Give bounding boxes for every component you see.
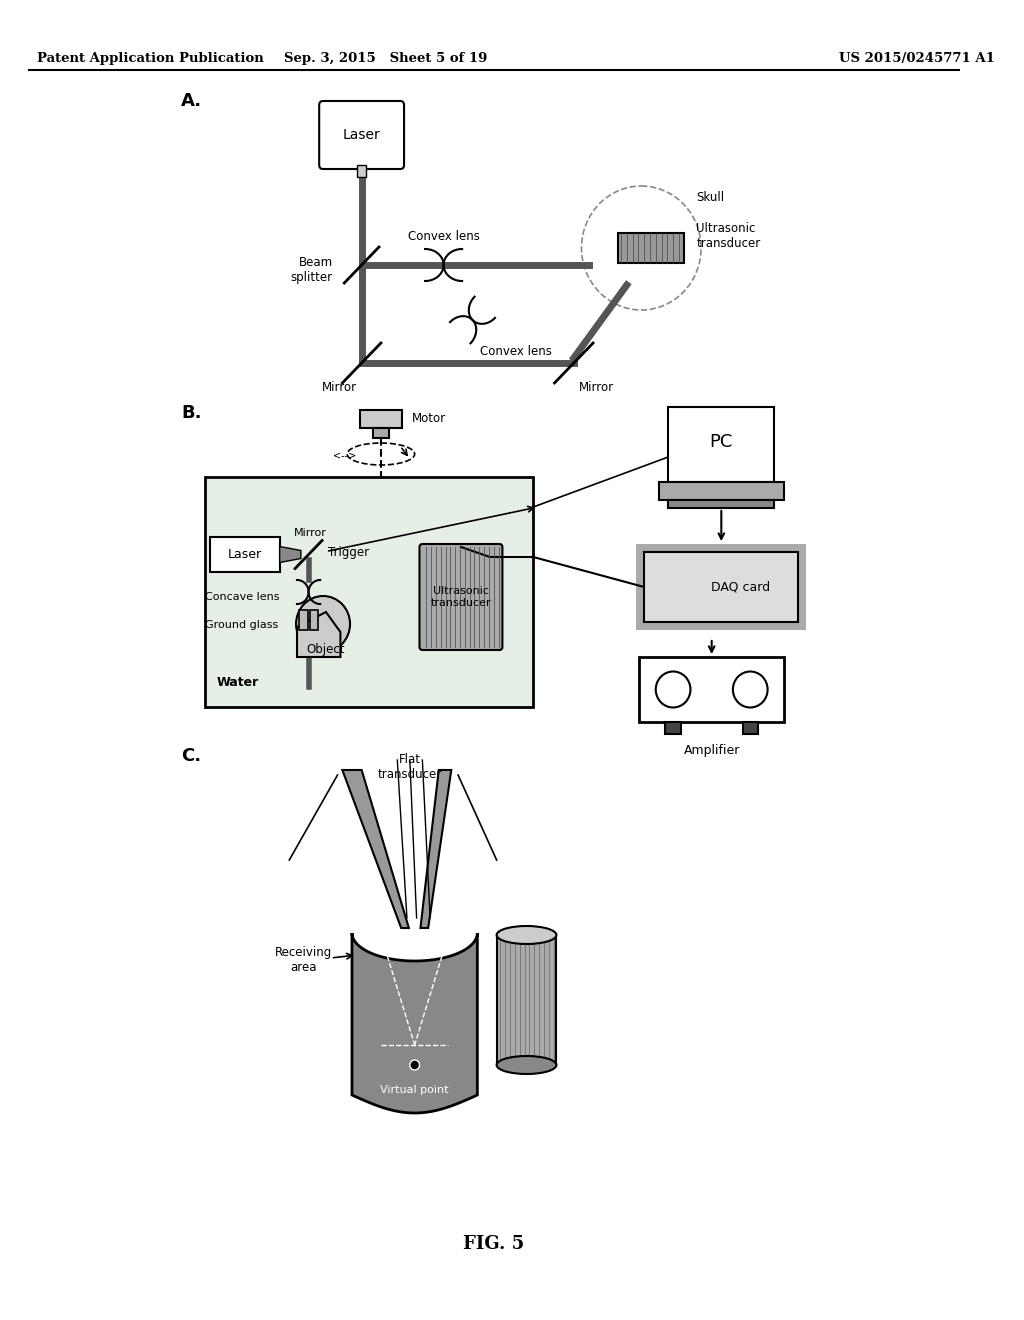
Text: Laser: Laser [343, 128, 381, 143]
Text: Mirror: Mirror [579, 381, 613, 393]
Text: Amplifier: Amplifier [683, 744, 740, 756]
Ellipse shape [497, 927, 556, 944]
Polygon shape [280, 546, 301, 562]
Bar [359, 411, 402, 428]
Bar [497, 935, 556, 1065]
Bar [373, 428, 389, 438]
Text: Concave lens: Concave lens [206, 591, 280, 602]
Bar [644, 552, 799, 622]
Text: A.: A. [181, 92, 203, 110]
Text: Water: Water [217, 676, 259, 689]
Text: Motor: Motor [412, 412, 445, 425]
Circle shape [733, 672, 768, 708]
Polygon shape [421, 770, 452, 928]
Bar [206, 477, 534, 708]
Text: Laser: Laser [228, 548, 262, 561]
Circle shape [655, 672, 690, 708]
Bar [669, 407, 774, 482]
Text: DAQ card: DAQ card [711, 581, 770, 594]
Polygon shape [352, 933, 477, 1113]
Bar [618, 234, 684, 263]
Bar [637, 544, 806, 630]
Text: Ground glass: Ground glass [206, 620, 279, 630]
Text: Skull: Skull [696, 191, 724, 205]
Bar [658, 482, 784, 500]
FancyBboxPatch shape [420, 544, 503, 649]
Text: Receiving
area: Receiving area [275, 946, 333, 974]
Text: B.: B. [181, 404, 202, 422]
Text: US 2015/0245771 A1: US 2015/0245771 A1 [839, 51, 995, 65]
Polygon shape [297, 612, 340, 657]
Text: Trigger: Trigger [328, 546, 369, 558]
Text: Flat
transducer: Flat transducer [378, 752, 442, 781]
Text: C.: C. [181, 747, 202, 766]
FancyBboxPatch shape [319, 102, 404, 169]
Text: Mirror: Mirror [322, 381, 356, 393]
Bar [666, 722, 681, 734]
Text: Virtual point: Virtual point [380, 1085, 449, 1096]
Text: Convex lens: Convex lens [480, 345, 552, 358]
Bar [299, 610, 307, 630]
Bar [669, 500, 774, 508]
Text: Mirror: Mirror [294, 528, 327, 539]
Text: Sep. 3, 2015   Sheet 5 of 19: Sep. 3, 2015 Sheet 5 of 19 [284, 51, 487, 65]
Bar [742, 722, 758, 734]
Circle shape [410, 1060, 420, 1071]
Bar [639, 657, 784, 722]
Ellipse shape [497, 1056, 556, 1074]
Text: Object: Object [307, 644, 345, 656]
Bar [210, 537, 280, 572]
Text: PC: PC [710, 433, 733, 451]
Text: Ultrasonic
transducer: Ultrasonic transducer [696, 222, 761, 249]
Bar [309, 610, 318, 630]
Text: Beam
splitter: Beam splitter [291, 256, 333, 284]
Text: Patent Application Publication: Patent Application Publication [37, 51, 263, 65]
Text: <-->: <--> [333, 451, 356, 461]
Polygon shape [342, 770, 409, 928]
Text: Convex lens: Convex lens [408, 230, 479, 243]
Bar [356, 165, 367, 177]
Text: FIG. 5: FIG. 5 [463, 1236, 524, 1253]
Circle shape [296, 597, 350, 652]
Text: Ultrasonic
transducer: Ultrasonic transducer [431, 586, 492, 607]
